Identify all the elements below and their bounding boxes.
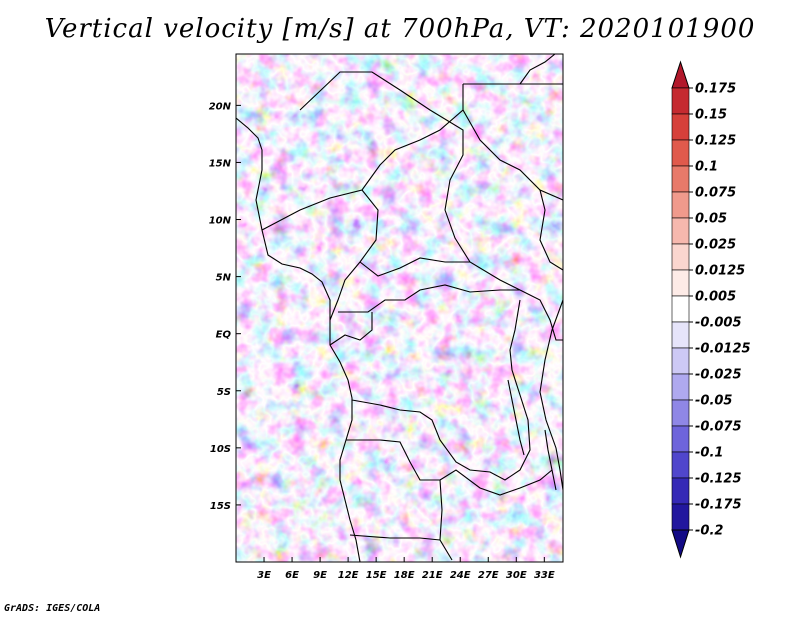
colorbar-swatch — [671, 295, 690, 323]
lat-tick-label: 10N — [209, 216, 232, 227]
colorbar-swatch — [671, 60, 690, 89]
colorbar-label: 0.125 — [695, 134, 736, 149]
border-sudan — [462, 83, 563, 201]
lake-tanganyika — [507, 379, 525, 456]
colorbar-label: -0.2 — [695, 524, 723, 539]
east-coast — [539, 299, 563, 491]
border-uganda — [519, 289, 563, 341]
plot-frame — [235, 53, 564, 563]
longitude-axis: 3E 6E 9E 12E 15E 18E 21E 24E 27E 30E 33E — [257, 557, 555, 581]
colorbar-swatch — [671, 113, 690, 141]
lat-tick-label: 15S — [210, 501, 231, 512]
lon-tick-label: 30E — [506, 570, 527, 581]
colorbar-label: -0.075 — [695, 420, 742, 435]
lon-tick-label: 33E — [534, 570, 555, 581]
border-angola — [346, 439, 453, 561]
coastline — [236, 117, 361, 562]
colorbar-swatch — [671, 87, 690, 115]
lon-tick-label: 15E — [366, 570, 387, 581]
colorbar-label: 0.075 — [695, 186, 736, 201]
colorbar-swatch — [671, 529, 690, 559]
colorbar-swatch — [671, 425, 690, 453]
colorbar-label: -0.1 — [695, 446, 723, 461]
colorbar-swatch — [671, 373, 690, 401]
colorbar-swatch — [671, 269, 690, 297]
colorbar-label: -0.175 — [695, 498, 742, 513]
colorbar-swatch — [671, 399, 690, 427]
latitude-axis: 20N 15N 10N 5N EQ 5S 10S 15S — [209, 101, 241, 512]
lon-tick-label: 27E — [478, 570, 499, 581]
colorbar: 0.175 0.15 0.125 0.1 0.075 0.05 0.025 0.0125 0.0… — [671, 60, 751, 559]
colorbar-label: 0.05 — [695, 212, 727, 227]
colorbar-swatch — [671, 451, 690, 479]
colorbar-label: 0.15 — [695, 108, 727, 123]
lat-tick-label: 5N — [216, 273, 232, 284]
lon-tick-label: 18E — [394, 570, 415, 581]
colorbar-swatch — [671, 217, 690, 245]
colorbar-label: -0.05 — [695, 394, 732, 409]
lon-tick-label: 24E — [450, 570, 471, 581]
colorbar-swatch — [671, 347, 690, 375]
lat-tick-label: 5S — [217, 387, 231, 398]
lon-tick-label: 6E — [285, 570, 299, 581]
colorbar-label: 0.1 — [695, 160, 718, 175]
lat-tick-label: 20N — [209, 101, 232, 112]
colorbar-swatch — [671, 477, 690, 505]
grads-credit: GrADS: IGES/COLA — [4, 603, 101, 614]
border-drc-south — [351, 299, 531, 481]
lat-tick-label: 10S — [210, 444, 231, 455]
lon-tick-label: 21E — [422, 570, 443, 581]
border-car — [359, 257, 470, 277]
colorbar-label: -0.005 — [695, 316, 742, 331]
lat-tick-label: 15N — [209, 158, 232, 169]
colorbar-swatch — [671, 191, 690, 219]
colorbar-label: -0.0125 — [695, 342, 751, 357]
lon-tick-label: 9E — [313, 570, 327, 581]
colorbar-swatch — [671, 165, 690, 193]
border-sahel — [261, 84, 464, 231]
colorbar-swatch — [671, 243, 690, 271]
border-ethiopia — [539, 189, 563, 271]
colorbar-label: 0.175 — [695, 82, 736, 97]
colorbar-label: 0.025 — [695, 238, 736, 253]
border-zambia — [439, 469, 553, 496]
lon-tick-label: 12E — [338, 570, 359, 581]
border-congo — [338, 284, 520, 313]
colorbar-label: -0.125 — [695, 472, 742, 487]
colorbar-label: 0.005 — [695, 290, 736, 305]
country-boundaries — [236, 54, 563, 562]
colorbar-swatch — [671, 503, 690, 531]
colorbar-swatch — [671, 321, 690, 349]
lon-tick-label: 3E — [257, 570, 271, 581]
map-title: Vertical velocity [m/s] at 700hPa, VT: 2… — [44, 14, 756, 44]
border-red-sea — [519, 54, 556, 85]
border-gabon — [329, 312, 373, 346]
lat-tick-label: EQ — [216, 330, 232, 341]
colorbar-label: -0.025 — [695, 368, 742, 383]
lake-malawi — [544, 429, 557, 491]
velocity-field — [236, 54, 563, 562]
border-namibia — [349, 534, 441, 541]
colorbar-swatch — [671, 139, 690, 167]
colorbar-label: 0.0125 — [695, 264, 745, 279]
